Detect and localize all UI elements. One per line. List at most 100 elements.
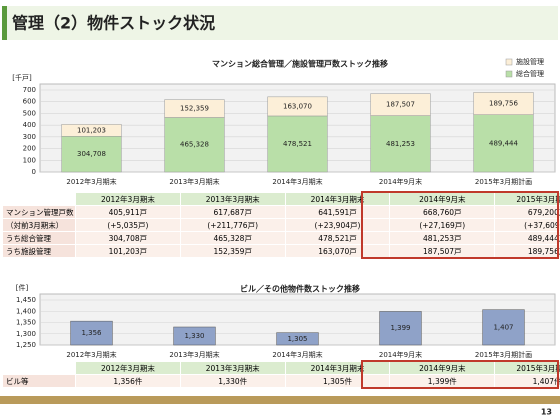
data-label: 1,356 bbox=[81, 329, 102, 337]
y-tick-label: 500 bbox=[23, 109, 36, 117]
bar bbox=[379, 311, 422, 346]
footer-bar bbox=[0, 396, 560, 404]
header-cell: 2013年3月期末 bbox=[179, 361, 286, 375]
header-accent bbox=[2, 6, 7, 40]
bar bbox=[173, 326, 216, 346]
value-cell: 668,760戸 bbox=[389, 205, 496, 219]
bar-segment bbox=[61, 136, 122, 173]
blank-cell bbox=[2, 192, 76, 206]
y-tick-label: 700 bbox=[23, 86, 36, 94]
data-label: 304,708 bbox=[77, 150, 106, 158]
x-tick-label: 2014年9月末 bbox=[379, 350, 422, 359]
x-tick-label: 2012年3月期末 bbox=[66, 350, 116, 359]
bar-segment bbox=[164, 117, 225, 173]
header-cell: 2014年9月末 bbox=[389, 192, 496, 206]
data-label: 478,521 bbox=[283, 140, 312, 148]
bar-segment bbox=[61, 124, 122, 137]
value-cell: 1,305件 bbox=[284, 374, 391, 388]
value-cell: 304,708戸 bbox=[75, 231, 181, 245]
chart-title: ビル／その他物件数ストック推移 bbox=[240, 284, 360, 294]
data-label: 489,444 bbox=[489, 139, 518, 147]
y-tick-label: 1,350 bbox=[16, 319, 36, 327]
y-tick-label: 1,300 bbox=[16, 330, 36, 338]
value-cell: 152,359戸 bbox=[179, 244, 286, 258]
bar-segment bbox=[370, 93, 431, 116]
value-cell: 163,070戸 bbox=[284, 244, 391, 258]
row-label: ビル等 bbox=[2, 374, 76, 388]
data-label: 465,328 bbox=[180, 141, 209, 149]
value-cell: (+211,776戸) bbox=[179, 218, 286, 232]
y-tick-label: 400 bbox=[23, 121, 36, 129]
blank-cell bbox=[2, 361, 76, 375]
chart-title: マンション総合管理／施設管理戸数ストック推移 bbox=[212, 59, 388, 69]
row-label: マンション管理戸数 bbox=[2, 205, 76, 219]
y-tick-label: 100 bbox=[23, 156, 36, 164]
y-tick-label: 1,450 bbox=[16, 296, 36, 304]
page-number: 13 bbox=[541, 408, 552, 417]
data-label: 1,407 bbox=[493, 323, 513, 331]
header-cell: 2014年3月期末 bbox=[284, 361, 391, 375]
data-label: 189,756 bbox=[489, 100, 518, 108]
y-unit: [千戸] bbox=[12, 73, 32, 82]
row-label: （対前3月期末） bbox=[2, 218, 76, 232]
value-cell: 1,407件 bbox=[494, 374, 560, 388]
legend-swatch bbox=[505, 58, 513, 66]
y-tick-label: 300 bbox=[23, 133, 36, 141]
x-tick-label: 2014年3月期末 bbox=[272, 177, 322, 186]
bar bbox=[70, 320, 113, 346]
value-cell: 405,911戸 bbox=[75, 205, 181, 219]
bar bbox=[482, 309, 525, 346]
value-cell: 465,328戸 bbox=[179, 231, 286, 245]
highlight-box bbox=[361, 360, 559, 389]
y-tick-label: 1,400 bbox=[16, 307, 36, 315]
header-cell: 2015年3月期計画 bbox=[494, 192, 560, 206]
highlight-box bbox=[361, 191, 559, 259]
header-title: 管理（2）物件ストック状況 bbox=[12, 14, 215, 33]
data-label: 152,359 bbox=[180, 105, 209, 113]
bar-segment bbox=[370, 115, 431, 173]
bar-segment bbox=[473, 114, 534, 173]
bar-segment bbox=[164, 99, 225, 118]
x-tick-label: 2014年9月末 bbox=[379, 177, 422, 186]
value-cell: 617,687戸 bbox=[179, 205, 286, 219]
data-label: 1,305 bbox=[287, 335, 307, 343]
x-tick-label: 2012年3月期末 bbox=[66, 177, 116, 186]
bar-segment bbox=[267, 96, 328, 117]
y-tick-label: 1,250 bbox=[16, 341, 36, 349]
data-label: 163,070 bbox=[283, 102, 312, 110]
value-cell: (+23,904戸) bbox=[284, 218, 391, 232]
y-tick-label: 600 bbox=[23, 98, 36, 106]
row-label: うち総合管理 bbox=[2, 231, 76, 245]
value-cell: 189,756戸 bbox=[494, 244, 560, 258]
y-tick-label: 200 bbox=[23, 145, 36, 153]
x-tick-label: 2014年3月期末 bbox=[272, 350, 322, 359]
x-tick-label: 2013年3月期末 bbox=[169, 350, 219, 359]
value-cell: 679,200戸 bbox=[494, 205, 560, 219]
row-label: うち施設管理 bbox=[2, 244, 76, 258]
value-cell: 1,399件 bbox=[389, 374, 496, 388]
header-bar bbox=[2, 6, 558, 40]
data-label: 187,507 bbox=[386, 101, 415, 109]
header-cell: 2013年3月期末 bbox=[179, 192, 286, 206]
y-unit: [件] bbox=[16, 283, 29, 292]
header-cell: 2012年3月期末 bbox=[75, 192, 181, 206]
y-tick-label: 0 bbox=[32, 168, 36, 176]
data-label: 101,203 bbox=[77, 126, 106, 134]
legend-swatch bbox=[505, 70, 513, 78]
legend-label: 総合管理 bbox=[516, 69, 544, 78]
value-cell: (+5,035戸) bbox=[75, 218, 181, 232]
header-cell: 2012年3月期末 bbox=[75, 361, 181, 375]
x-tick-label: 2015年3月期計画 bbox=[475, 350, 532, 359]
data-table: 2012年3月期末 2013年3月期末 2014年3月期末 2014年9月末 2015年… bbox=[2, 361, 560, 388]
bar-segment bbox=[473, 92, 534, 115]
bar bbox=[276, 332, 319, 346]
value-cell: 101,203戸 bbox=[75, 244, 181, 258]
legend-label: 施設管理 bbox=[516, 57, 544, 66]
data-label: 481,253 bbox=[386, 140, 415, 148]
value-cell: 1,356件 bbox=[75, 374, 181, 388]
x-tick-label: 2015年3月期計画 bbox=[475, 177, 532, 186]
data-label: 1,330 bbox=[184, 332, 204, 340]
value-cell: 1,330件 bbox=[179, 374, 286, 388]
